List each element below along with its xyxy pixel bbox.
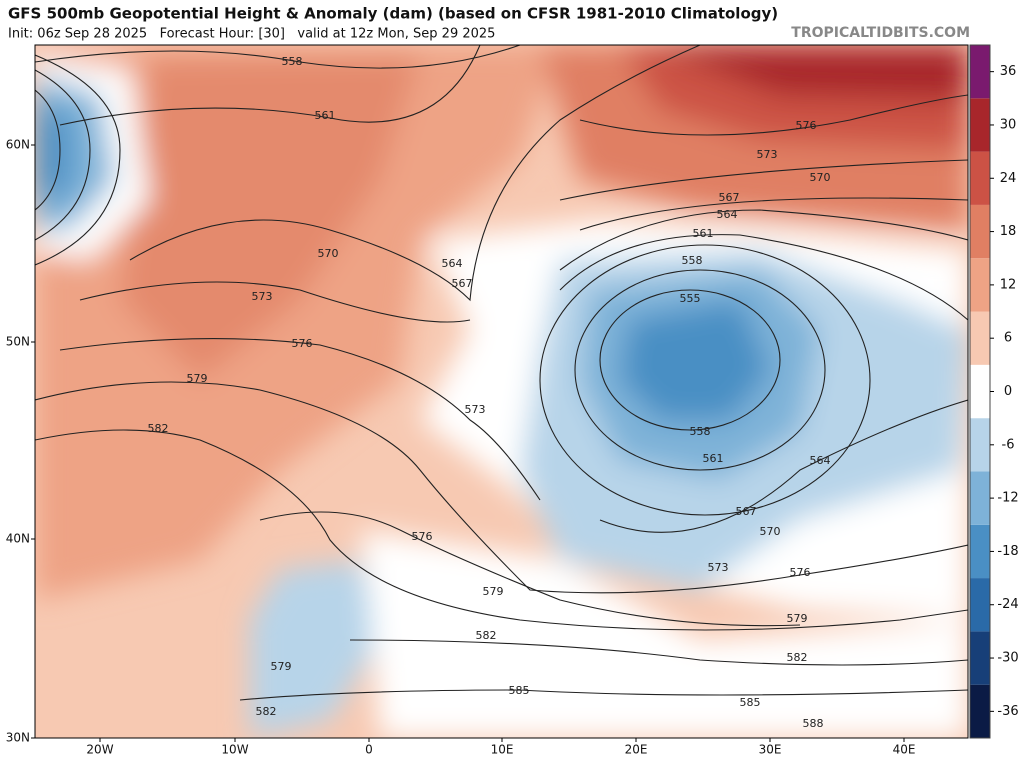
contour-label: 573 — [708, 561, 729, 574]
contour-label: 576 — [412, 530, 433, 543]
colorbar-band — [970, 524, 990, 579]
contour-label: 573 — [465, 403, 486, 416]
colorbar-band — [970, 45, 990, 99]
contour-label: 564 — [810, 454, 831, 467]
contour-label: 585 — [740, 696, 761, 709]
contour-label: 570 — [810, 171, 831, 184]
contour-label: 558 — [690, 425, 711, 438]
contour-label: 573 — [757, 148, 778, 161]
contour-label: 579 — [483, 585, 504, 598]
colorbar-label: 18 — [1000, 224, 1017, 239]
contour-label: 561 — [315, 109, 336, 122]
colorbar-band — [970, 684, 990, 738]
axis-labels: 60N 50N 40N 30N 20W 10W 0 10E 20E 30E 40E — [6, 138, 916, 757]
colorbar-label: -18 — [997, 544, 1018, 559]
contour-label: 582 — [256, 705, 277, 718]
colorbar-label: -6 — [1002, 437, 1015, 452]
contour-label: 567 — [452, 277, 473, 290]
contour-label: 558 — [282, 55, 303, 68]
colorbar-label: 36 — [1000, 64, 1017, 79]
contour-label: 582 — [787, 651, 808, 664]
contour-label: 558 — [682, 254, 703, 267]
colorbar-label: 0 — [1004, 384, 1012, 399]
lon-label: 10W — [221, 743, 248, 757]
colorbar-label: 6 — [1004, 331, 1012, 346]
contour-label: 567 — [736, 505, 757, 518]
contour-label: 579 — [271, 660, 292, 673]
contour-labels: 558 561 570 573 576 579 582 564 567 573 576 579 582 5… — [148, 55, 831, 730]
contour-label: 564 — [442, 257, 463, 270]
lat-label: 40N — [6, 532, 30, 546]
lat-label: 30N — [6, 731, 30, 745]
colorbar-band — [970, 311, 990, 365]
colorbar-band — [970, 631, 990, 685]
colorbar-label: 12 — [1000, 277, 1017, 292]
lat-label: 50N — [6, 335, 30, 349]
colorbar-band — [970, 578, 990, 632]
contour-label: 561 — [703, 452, 724, 465]
lat-label: 60N — [6, 138, 30, 152]
lon-label: 30E — [759, 743, 782, 757]
anomaly-field — [35, 45, 968, 738]
colorbar-band — [970, 418, 990, 472]
contour-label: 579 — [787, 612, 808, 625]
contour-label: 573 — [252, 290, 273, 303]
contour-label: 576 — [790, 566, 811, 579]
contour-label: 567 — [719, 191, 740, 204]
site-watermark: TROPICALTIDBITS.COM — [791, 25, 970, 41]
colorbar-label: 30 — [1000, 117, 1017, 132]
lon-label: 20E — [625, 743, 648, 757]
contour-label: 570 — [318, 247, 339, 260]
contour-label: 588 — [803, 717, 824, 730]
colorbar-label: -24 — [997, 597, 1018, 612]
contour-label: 564 — [717, 208, 738, 221]
map: 558 561 570 573 576 579 582 564 567 573 576 579 582 5… — [35, 45, 968, 738]
colorbar-band — [970, 98, 990, 152]
contour-label: 579 — [187, 372, 208, 385]
colorbar-band — [970, 258, 990, 312]
colorbar-label: 24 — [1000, 171, 1017, 186]
contour-label: 561 — [693, 227, 714, 240]
contour-label: 576 — [292, 337, 313, 350]
contour-label: 576 — [796, 119, 817, 132]
contour-label: 570 — [760, 525, 781, 538]
colorbar-label: -12 — [997, 491, 1018, 506]
colorbar-band — [970, 471, 990, 525]
title: GFS 500mb Geopotential Height & Anomaly … — [8, 5, 778, 23]
colorbar-label: -36 — [997, 704, 1018, 719]
colorbar-band — [970, 204, 990, 259]
height-contours — [35, 45, 968, 701]
contour-label: 582 — [476, 629, 497, 642]
lon-label: 40E — [893, 743, 916, 757]
colorbar-band — [970, 151, 990, 205]
contour-label: 585 — [509, 684, 530, 697]
lon-label: 0 — [365, 743, 373, 757]
colorbar-label: -30 — [997, 651, 1018, 666]
lon-label: 10E — [491, 743, 514, 757]
lon-label: 20W — [86, 743, 113, 757]
contour-label: 582 — [148, 422, 169, 435]
contour-label: 555 — [680, 292, 701, 305]
colorbar-band — [970, 364, 990, 419]
colorbar: 36 30 24 18 12 6 0 -6 -12 -18 -24 -30 -36 — [969, 44, 1019, 739]
subtitle: Init: 06z Sep 28 2025 Forecast Hour: [30… — [8, 27, 495, 42]
